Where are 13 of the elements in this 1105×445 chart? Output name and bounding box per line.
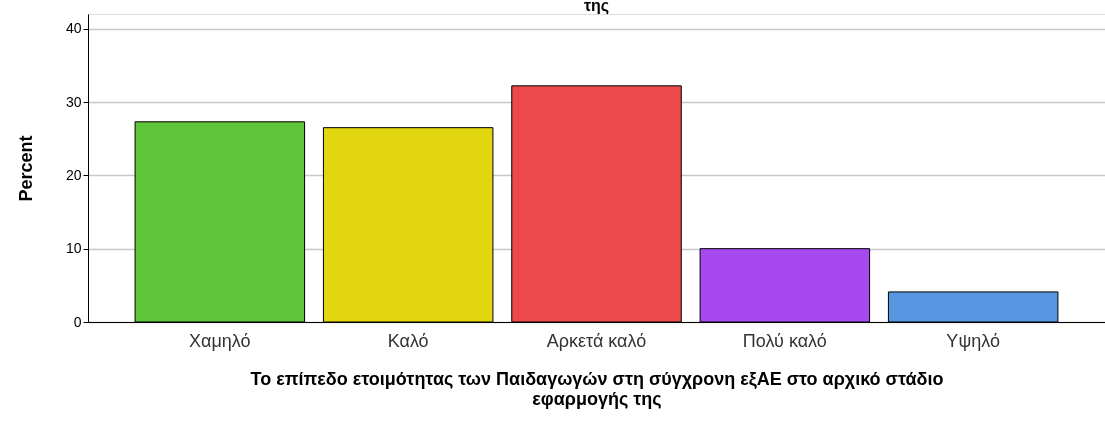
x-tick-label: Καλό [387, 330, 429, 351]
chart-title: της [583, 0, 610, 15]
x-axis-title: Το επίπεδο ετοιμότητας των Παιδαγωγών στη σύγχρονη εξΑΕ στο αρχικό στάδιο εφαρμογής της [250, 368, 944, 409]
y-tick-label: 30 [65, 93, 82, 110]
y-tick-label: 0 [73, 313, 82, 330]
x-tick-label: Υψηλό [946, 330, 1000, 351]
y-tick-label: 40 [65, 20, 82, 37]
x-tick-label: Πολύ καλό [742, 330, 827, 351]
x-tick-label: Αρκετά καλό [546, 330, 647, 351]
y-tick-label: 10 [65, 240, 82, 257]
y-axis-title: Percent [15, 135, 36, 202]
y-tick-label: 20 [65, 166, 82, 183]
x-tick-label: Χαμηλό [189, 330, 251, 351]
